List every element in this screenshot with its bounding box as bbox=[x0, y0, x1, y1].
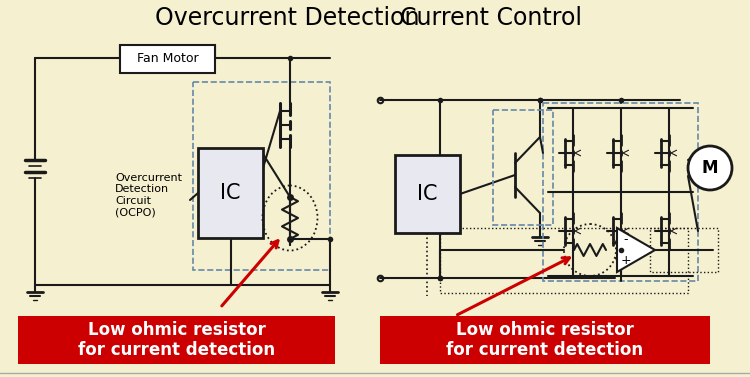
Bar bbox=[650, 228, 718, 272]
Text: +: + bbox=[621, 253, 632, 267]
Text: IC: IC bbox=[220, 183, 241, 203]
Bar bbox=[198, 148, 263, 238]
Text: Low ohmic resistor
for current detection: Low ohmic resistor for current detection bbox=[78, 320, 275, 359]
Bar bbox=[395, 155, 460, 233]
Bar bbox=[493, 110, 553, 225]
Text: IC: IC bbox=[417, 184, 438, 204]
Text: -: - bbox=[624, 233, 628, 247]
Bar bbox=[380, 316, 710, 364]
Bar bbox=[18, 316, 335, 364]
Text: Fan Motor: Fan Motor bbox=[136, 52, 198, 66]
Text: Overcurrent
Detection
Circuit
(OCPO): Overcurrent Detection Circuit (OCPO) bbox=[115, 173, 182, 218]
Bar bbox=[193, 82, 330, 270]
Text: Current Control: Current Control bbox=[400, 6, 582, 30]
Circle shape bbox=[688, 146, 732, 190]
Text: M: M bbox=[702, 159, 718, 177]
Bar bbox=[120, 45, 215, 73]
Polygon shape bbox=[617, 228, 655, 272]
Text: Overcurrent Detection: Overcurrent Detection bbox=[155, 6, 419, 30]
Bar bbox=[440, 228, 688, 293]
Text: Low ohmic resistor
for current detection: Low ohmic resistor for current detection bbox=[446, 320, 644, 359]
Bar bbox=[543, 103, 698, 281]
